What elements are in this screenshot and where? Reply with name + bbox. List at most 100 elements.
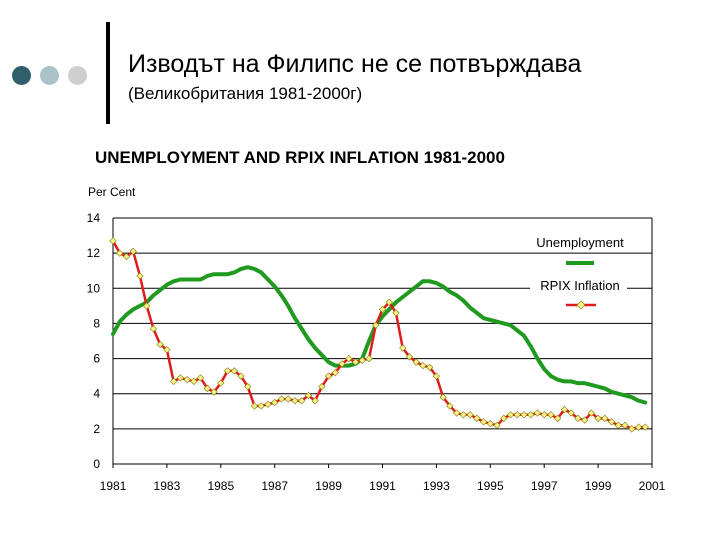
inflation-marker [284,395,292,403]
y-tick-label: 4 [93,387,100,401]
x-tick-label: 1991 [369,479,396,493]
inflation-marker [298,397,306,405]
inflation-line [111,240,646,431]
inflation-marker [486,419,494,428]
inflation-marker [520,411,528,419]
inflation-marker [237,372,245,380]
inflation-marker [554,414,562,422]
inflation-marker [621,421,629,429]
legend-unemployment-label: Unemployment [536,235,624,250]
slide-title: Изводът на Филипс не се потвърждава [128,50,582,78]
inflation-marker [587,409,595,417]
inflation-marker [385,298,393,306]
inflation-marker [331,369,339,377]
inflation-marker [230,367,238,375]
inflation-marker [412,358,420,366]
inflation-marker [257,402,265,410]
inflation-marker [277,395,286,403]
inflation-marker [223,367,232,375]
axes: 0 2 4 6 8 10 12 14 1981 1983 1985 1987 1989 1991 1993 1… [87,211,666,493]
inflation-marker [641,423,649,431]
y-tick-label: 14 [87,211,101,225]
inflation-marker [614,421,622,429]
x-tick-label: 1997 [531,479,558,493]
inflation-marker [452,409,461,417]
inflation-marker [466,411,474,419]
slide-subtitle: (Великобритания 1981-2000г) [128,84,363,103]
y-axis-label: Per Cent [88,185,136,199]
inflation-marker [244,383,252,391]
inflation-marker [351,358,360,366]
inflation-marker [338,360,346,368]
inflation-marker [513,411,521,419]
inflation-marker [479,418,488,426]
y-tick-label: 12 [87,246,101,260]
inflation-marker [459,411,467,419]
inflation-marker [574,414,582,422]
inflation-marker [324,372,333,380]
inflation-marker [345,354,353,363]
inflation-marker [560,405,569,414]
grid [113,217,652,465]
inflation-marker [365,354,373,363]
x-tick-label: 1981 [100,479,127,493]
inflation-marker [149,325,158,333]
y-tick-label: 2 [93,422,100,436]
x-tick-label: 1983 [154,479,181,493]
legend-inflation-bg [530,275,627,295]
inflation-marker [156,340,164,349]
inflation-marker [176,374,184,382]
inflation-marker [567,409,575,417]
inflation-marker [190,377,198,386]
inflation-marker [250,402,259,410]
inflation-marker [109,237,117,245]
inflation-marker [594,414,602,422]
inflation-marker [318,383,326,391]
inflation-marker [170,377,178,386]
inflation-marker [217,379,225,387]
unemployment-line [111,265,648,405]
inflation-marker [581,416,589,424]
inflation-marker [143,302,151,310]
inflation-marker [291,397,299,405]
inflation-marker [419,361,427,370]
inflation-marker [399,344,407,352]
inflation-marker [426,363,434,371]
inflation-marker [183,376,191,384]
bullet-dot-icon [12,66,31,85]
legend: Unemployment RPIX Inflation [526,231,639,310]
x-tick-label: 1985 [207,479,234,493]
inflation-marker [405,353,414,361]
legend-inflation-marker [576,300,586,310]
inflation-marker [203,384,211,393]
inflation-marker [439,393,447,401]
inflation-marker [607,418,616,426]
inflation-marker [634,423,643,431]
inflation-marker [358,356,366,364]
inflation-marker [473,414,481,422]
legend-inflation-label: RPIX Inflation [540,278,620,293]
inflation-marker [432,372,441,380]
inflation-marker [392,309,400,317]
inflation-marker [493,421,501,429]
x-tick-label: 1995 [477,479,504,493]
inflation-marker [446,402,454,410]
inflation-marker [122,253,131,261]
x-tick-label: 1999 [585,479,612,493]
inflation-marker [540,411,548,419]
x-tick-label: 1989 [315,479,342,493]
x-tick-label: 2001 [639,479,666,493]
inflation-marker [533,409,542,417]
y-tick-label: 8 [93,316,100,330]
inflation-marker [547,411,555,419]
inflation-marker [311,397,319,405]
inflation-marker [129,247,137,256]
inflation-marker [601,414,609,422]
inflation-marker [264,400,272,408]
title-divider [106,22,110,124]
y-tick-label: 0 [93,457,100,471]
y-tick-label: 10 [87,281,101,295]
inflation-marker [527,411,535,419]
y-tick-label: 6 [93,352,100,366]
